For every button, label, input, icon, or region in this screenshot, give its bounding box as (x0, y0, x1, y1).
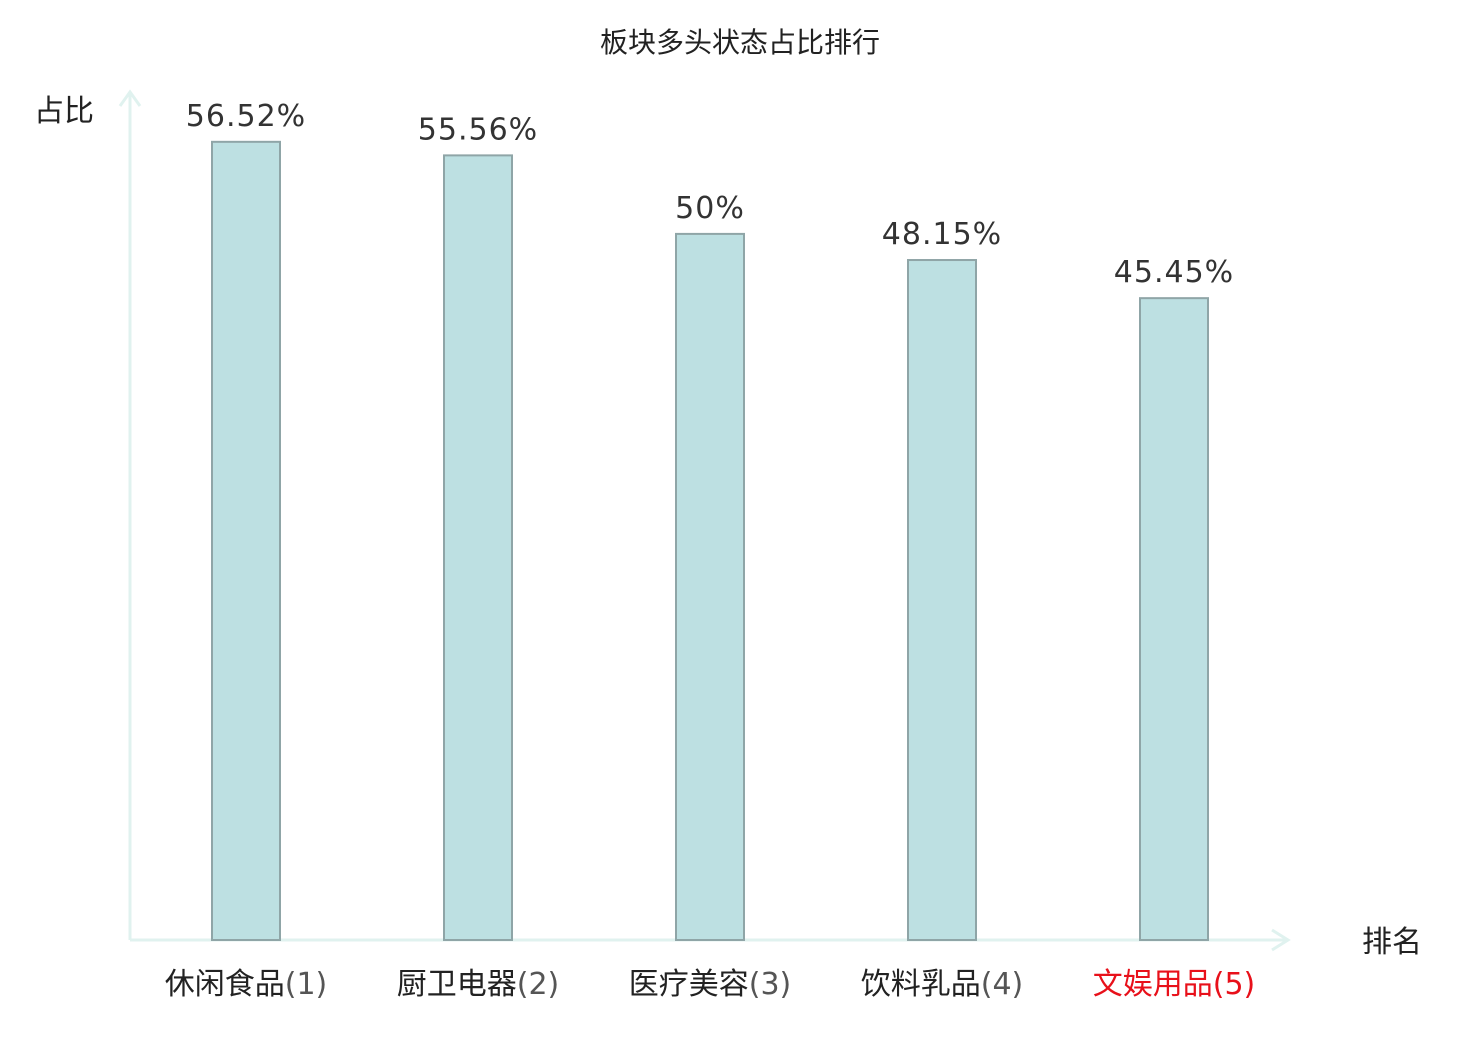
category-name: 饮料乳品 (861, 967, 981, 1002)
value-label-1: 56.52% (186, 99, 306, 134)
bar-1 (211, 140, 281, 941)
category-rank: (3) (749, 967, 792, 1002)
category-label-3: 医疗美容(3) (629, 967, 792, 1002)
value-label-4: 48.15% (882, 217, 1002, 252)
category-rank: (2) (517, 967, 560, 1002)
bar-2 (443, 154, 513, 942)
bar-series (211, 140, 1209, 942)
value-label-5: 45.45% (1114, 255, 1234, 290)
y-axis-arrow-icon (118, 89, 142, 107)
chart-title: 板块多头状态占比排行 (600, 26, 880, 59)
y-axis-title: 占比 (34, 94, 94, 129)
category-name: 文娱用品 (1093, 967, 1213, 1002)
category-rank: (4) (981, 967, 1024, 1002)
category-name: 休闲食品 (165, 967, 285, 1002)
category-rank: (1) (285, 967, 328, 1002)
value-labels: 56.52% 55.56% 50% 48.15% 45.45% (186, 99, 1234, 290)
category-name: 厨卫电器 (397, 967, 517, 1002)
category-labels: 休闲食品(1) 厨卫电器(2) 医疗美容(3) 饮料乳品(4) 文娱用品(5) (165, 967, 1256, 1002)
category-name: 医疗美容 (629, 967, 749, 1002)
category-label-2: 厨卫电器(2) (397, 967, 560, 1002)
bar-3 (675, 232, 745, 941)
category-label-4: 饮料乳品(4) (861, 967, 1024, 1002)
bar-5 (1139, 297, 1209, 942)
category-rank: (5) (1213, 967, 1256, 1002)
category-label-1: 休闲食品(1) (165, 967, 328, 1002)
x-axis-title: 排名 (1362, 925, 1422, 960)
category-label-5: 文娱用品(5) (1093, 967, 1256, 1002)
value-label-3: 50% (675, 191, 745, 226)
bar-4 (907, 259, 977, 941)
x-axis-arrow-icon (1271, 928, 1291, 952)
value-label-2: 55.56% (418, 112, 538, 147)
